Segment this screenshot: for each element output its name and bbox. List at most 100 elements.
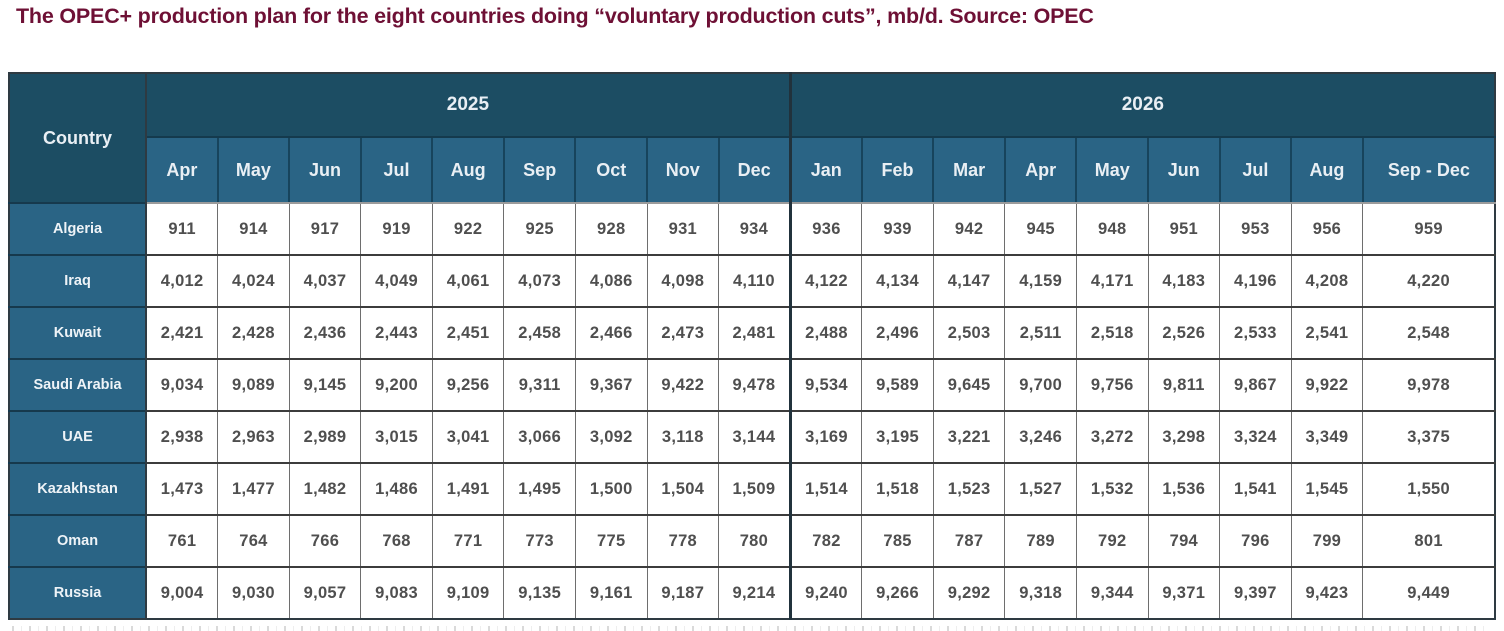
table-cell: 3,066 (503, 410, 576, 463)
table-cell: 1,491 (431, 462, 504, 515)
table-row-kazakhstan: Kazakhstan 1,473 1,477 1,482 1,486 1,491 1,495… (9, 462, 1495, 515)
table-cell: 2,503 (932, 306, 1005, 359)
month-header-2026-Sep-Dec: Sep - Dec (1361, 137, 1495, 204)
table-cell: 799 (1290, 514, 1363, 567)
table-cell: 3,195 (861, 410, 934, 463)
table-cell: 959 (1362, 202, 1495, 255)
month-header-2026-Apr: Apr (1003, 137, 1077, 204)
table-cell: 3,324 (1219, 410, 1292, 463)
table-cell: 1,518 (861, 462, 934, 515)
table-cell: 9,109 (431, 566, 504, 619)
table-cell: 4,183 (1147, 254, 1220, 307)
country-label: Russia (9, 566, 148, 619)
table-cell: 9,266 (861, 566, 934, 619)
table-cell: 9,318 (1004, 566, 1077, 619)
table-row-uae: UAE 2,938 2,963 2,989 3,015 3,041 3,066 3,092 3,… (9, 410, 1495, 463)
month-header-2025-Jul: Jul (359, 137, 433, 204)
table-cell: 919 (360, 202, 433, 255)
table-cell: 4,049 (360, 254, 433, 307)
table-cell: 771 (431, 514, 504, 567)
month-header-2026-Jun: Jun (1147, 137, 1220, 204)
table-cell: 2,938 (145, 410, 218, 463)
table-cell: 931 (646, 202, 719, 255)
table-cell: 4,147 (932, 254, 1005, 307)
table-cell: 928 (574, 202, 648, 255)
table-row-iraq: Iraq 4,012 4,024 4,037 4,049 4,061 4,073 4,086 4… (9, 254, 1495, 307)
month-header-2025-Apr: Apr (145, 137, 218, 204)
table-cell: 2,473 (646, 306, 719, 359)
table-cell: 1,541 (1219, 462, 1292, 515)
table-cell: 785 (861, 514, 934, 567)
month-header-2026-Aug: Aug (1290, 137, 1363, 204)
table-cell: 4,171 (1075, 254, 1149, 307)
table-header: Country 2025 2026 Apr May Jun Jul Aug Sep Oct Nov D… (9, 73, 1495, 204)
table-cell: 9,145 (288, 358, 361, 411)
table-cell: 9,478 (718, 358, 791, 411)
table-cell: 1,495 (503, 462, 576, 515)
year-header-2026: 2026 (788, 73, 1495, 138)
table-cell: 9,344 (1075, 566, 1149, 619)
table-cell: 1,486 (360, 462, 433, 515)
table-cell: 2,496 (861, 306, 934, 359)
table-cell: 9,700 (1004, 358, 1077, 411)
table-cell: 3,272 (1075, 410, 1149, 463)
table-cell: 1,545 (1290, 462, 1363, 515)
country-label: Kazakhstan (9, 462, 148, 515)
table-cell: 9,256 (431, 358, 504, 411)
table-cell: 2,989 (288, 410, 361, 463)
page-title: The OPEC+ production plan for the eight … (16, 4, 1094, 28)
table-cell: 2,466 (574, 306, 648, 359)
table-cell: 9,367 (574, 358, 648, 411)
table-cell: 3,298 (1147, 410, 1220, 463)
table-row-russia: Russia 9,004 9,030 9,057 9,083 9,109 9,135 9,16… (9, 566, 1495, 619)
table-cell: 780 (718, 514, 791, 567)
table-row-saudi-arabia: Saudi Arabia 9,034 9,089 9,145 9,200 9,256 9,3… (9, 358, 1495, 411)
table-cell: 9,422 (646, 358, 719, 411)
table-cell: 764 (217, 514, 290, 567)
table-cell: 4,061 (431, 254, 504, 307)
table-cell: 1,523 (932, 462, 1005, 515)
table-cell: 794 (1147, 514, 1220, 567)
table-cell: 801 (1362, 514, 1495, 567)
country-label: Oman (9, 514, 148, 567)
month-header-2025-May: May (216, 137, 290, 204)
table-cell: 2,518 (1075, 306, 1149, 359)
clipped-footnote-text (12, 626, 1488, 631)
table-cell: 1,504 (646, 462, 719, 515)
table-cell: 9,057 (288, 566, 361, 619)
table-cell: 4,012 (145, 254, 218, 307)
table-cell: 942 (932, 202, 1005, 255)
month-header-2026-Jan: Jan (788, 137, 862, 204)
table-row-oman: Oman 761 764 766 768 771 773 775 778 780 782 785 787… (9, 514, 1495, 567)
table-cell: 1,536 (1147, 462, 1220, 515)
table-cell: 2,541 (1290, 306, 1363, 359)
table-cell: 2,421 (145, 306, 218, 359)
table-cell: 914 (217, 202, 290, 255)
table-cell: 1,500 (574, 462, 648, 515)
table-cell: 934 (718, 202, 791, 255)
table-cell: 2,481 (718, 306, 791, 359)
table-cell: 3,118 (646, 410, 719, 463)
table-cell: 4,159 (1004, 254, 1077, 307)
table-cell: 9,034 (145, 358, 218, 411)
country-label: UAE (9, 410, 148, 463)
table-cell: 2,488 (788, 306, 862, 359)
table-cell: 9,922 (1290, 358, 1363, 411)
table-cell: 2,511 (1004, 306, 1077, 359)
table-cell: 2,963 (217, 410, 290, 463)
table-cell: 3,092 (574, 410, 648, 463)
month-header-2025-Jun: Jun (288, 137, 361, 204)
table-cell: 792 (1075, 514, 1149, 567)
month-header-2025-Sep: Sep (502, 137, 576, 204)
table-body: Algeria 911 914 917 919 922 925 928 931 934 936 939… (9, 202, 1495, 619)
table-cell: 917 (288, 202, 361, 255)
table-cell: 9,371 (1147, 566, 1220, 619)
opec-production-table: Country 2025 2026 Apr May Jun Jul Aug Sep Oct Nov D… (8, 72, 1496, 620)
month-header-2026-Feb: Feb (860, 137, 934, 204)
table-cell: 9,534 (788, 358, 862, 411)
table-cell: 4,037 (288, 254, 361, 307)
table-cell: 1,477 (217, 462, 290, 515)
table-cell: 3,246 (1004, 410, 1077, 463)
table-cell: 3,349 (1290, 410, 1363, 463)
table-cell: 768 (360, 514, 433, 567)
